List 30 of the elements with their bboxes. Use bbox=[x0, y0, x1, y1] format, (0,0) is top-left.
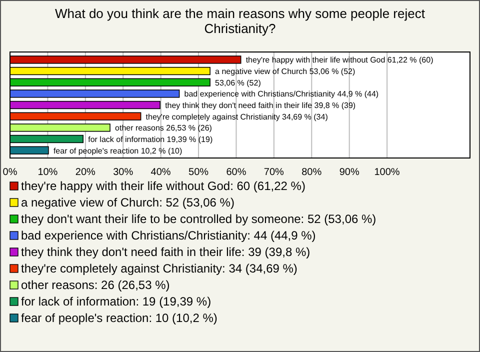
chart-title: What do you think are the main reasons why some people reject Christianity? bbox=[55, 6, 426, 36]
x-tick-label: 10% bbox=[38, 167, 58, 178]
data-label: fear of people's reaction 10,2 % (10) bbox=[53, 146, 183, 156]
x-tick-label: 60% bbox=[226, 167, 246, 178]
x-tick-label: 20% bbox=[75, 167, 96, 178]
legend-label: other reasons: 26 (26,53 %) bbox=[21, 278, 170, 292]
x-tick-label: 80% bbox=[302, 167, 322, 178]
legend-label: they think they don't need faith in their life: 39 (39,8 %) bbox=[21, 245, 310, 259]
data-label: they think they don't need faith in their life 39,8 % (39) bbox=[165, 101, 356, 110]
legend-label: they're completely against Christianity: 34 (34,69 %) bbox=[21, 262, 298, 276]
legend-label: a negative view of Church: 52 (53,06 %) bbox=[21, 196, 234, 210]
legend-label: they're happy with their life without God: 60 (61,22 %) bbox=[21, 179, 306, 193]
data-label: for lack of information 19,39 % (19) bbox=[88, 134, 213, 144]
data-label: other reasons 26,53 % (26) bbox=[115, 124, 212, 133]
legend-label: for lack of information: 19 (19,39 %) bbox=[21, 294, 212, 308]
legend-label: bad experience with Christians/Christianity: 44 (44,9 %) bbox=[21, 228, 316, 242]
x-tick-label: 100% bbox=[374, 167, 400, 178]
legend-label: fear of people's reaction: 10 (10,2 %) bbox=[21, 311, 218, 325]
x-tick-label: 90% bbox=[339, 167, 360, 178]
x-tick-label: 0% bbox=[2, 167, 18, 178]
data-label: they're happy with their life without God 61,22 % (60) bbox=[246, 56, 434, 65]
x-tick-label: 40% bbox=[150, 167, 171, 178]
data-label: 53,06 % (52) bbox=[215, 78, 262, 88]
x-tick-label: 50% bbox=[188, 167, 209, 178]
data-label: a negative view of Church 53,06 % (52) bbox=[215, 67, 356, 76]
legend-label: they don't want their life to be controlled by someone: 52 (53,06 %) bbox=[21, 212, 376, 226]
data-label: they're completely against Christianity 34,69 % (34) bbox=[146, 112, 328, 122]
x-tick-label: 30% bbox=[113, 167, 134, 178]
x-tick-label: 70% bbox=[264, 167, 284, 178]
data-label: bad experience with Christians/Christianity 44,9 % (44) bbox=[184, 90, 379, 99]
